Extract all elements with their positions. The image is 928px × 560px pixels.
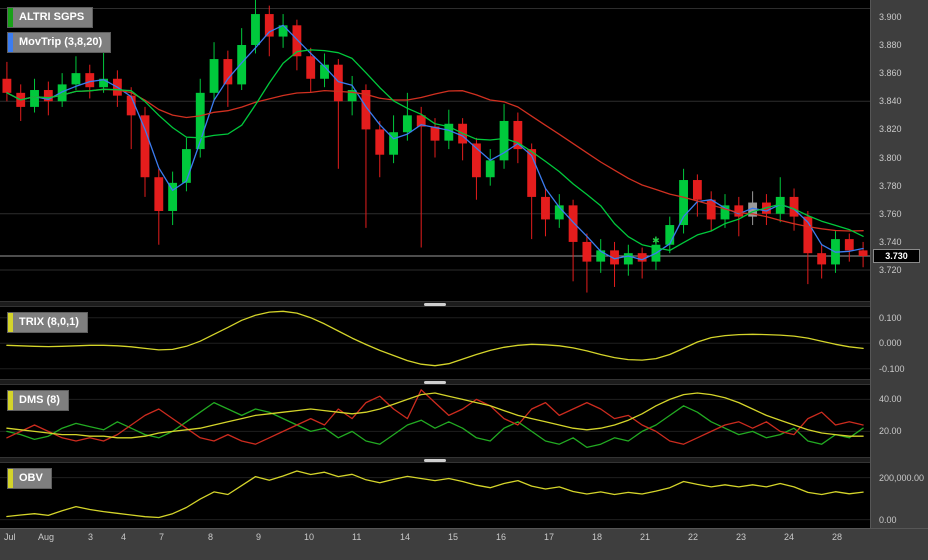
movtrip-legend-label: MovTrip (3,8,20) (19, 36, 103, 48)
time-axis[interactable]: Jul Aug 3 4 7 8 9 10 11 14 15 16 17 18 21 22 23 24 28 (0, 528, 928, 560)
time-axis-label: 28 (832, 532, 843, 542)
time-axis-label: 7 (159, 532, 165, 542)
time-axis-label: 14 (400, 532, 411, 542)
time-axis-label: 9 (256, 532, 262, 542)
axis-tick-label: 3.900 (879, 11, 902, 22)
drag-handle-icon (424, 303, 446, 306)
time-axis-label: Jul (4, 532, 16, 542)
axis-tick-label: 3.880 (879, 40, 902, 50)
obv-legend-label: OBV (19, 472, 43, 484)
axis-tick-label: 3.720 (879, 265, 902, 276)
axis-tick-label: 3.840 (879, 96, 902, 107)
time-axis-label: 24 (784, 532, 795, 542)
trix-panel[interactable]: TRIX (8,0,1) (0, 307, 870, 379)
candlestick-chart[interactable]: ✱ (0, 0, 870, 301)
time-axis-label: 15 (448, 532, 459, 542)
axis-tick-label: 3.800 (879, 152, 902, 163)
obv-panel[interactable]: OBV (0, 463, 870, 528)
time-axis-label: 18 (592, 532, 603, 542)
time-axis-label: 11 (352, 532, 362, 542)
time-axis-label: 3 (88, 532, 94, 542)
axis-tick-label: 0.00 (879, 514, 897, 525)
dms-chart[interactable] (0, 385, 870, 457)
movtrip-legend[interactable]: MovTrip (3,8,20) (8, 33, 111, 52)
movtrip-legend-color-bar (8, 33, 13, 52)
dms-legend[interactable]: DMS (8) (8, 391, 68, 410)
axis-tick-label: 0.000 (879, 338, 902, 349)
time-axis-label: Aug (38, 532, 55, 542)
symbol-legend-label: ALTRI SGPS (19, 11, 85, 23)
symbol-legend[interactable]: ALTRI SGPS (8, 8, 93, 27)
axis-tick-label: 3.760 (879, 208, 902, 219)
axis-tick-label: 3.780 (879, 180, 902, 191)
panel-resize-separator[interactable] (0, 379, 870, 385)
time-axis-label: 4 (121, 532, 127, 542)
panel-resize-separator[interactable] (0, 457, 870, 463)
axis-tick-label: 3.860 (879, 68, 902, 79)
obv-legend[interactable]: OBV (8, 469, 51, 488)
axis-tick-label: 20.00 (879, 426, 902, 437)
time-axis-label: 23 (736, 532, 747, 542)
time-axis-label: 10 (304, 532, 315, 542)
time-axis-label: 17 (544, 532, 555, 542)
dms-panel[interactable]: DMS (8) (0, 385, 870, 457)
trix-legend[interactable]: TRIX (8,0,1) (8, 313, 87, 332)
price-axis[interactable]: 3.730 3.900 3.880 3.860 3.840 3.820 3.800 3.78… (870, 0, 928, 528)
svg-text:✱: ✱ (652, 237, 660, 247)
symbol-legend-color-bar (8, 8, 13, 27)
dms-legend-label: DMS (8) (19, 394, 60, 406)
obv-chart[interactable] (0, 463, 870, 528)
last-price-tag: 3.730 (873, 248, 920, 263)
time-axis-label: 22 (688, 532, 699, 542)
drag-handle-icon (424, 381, 446, 384)
main-price-panel[interactable]: ✱ ALTRI SGPS MovTrip (3,8,20) (0, 0, 870, 301)
trix-chart[interactable] (0, 307, 870, 379)
dms-legend-color-bar (8, 391, 13, 410)
drag-handle-icon (424, 459, 446, 462)
axis-tick-label: 3.820 (879, 124, 902, 135)
time-axis-label: 16 (496, 532, 507, 542)
time-axis-label: 8 (208, 532, 214, 542)
axis-tick-label: 40.00 (879, 394, 902, 405)
chart-panels-column: ✱ ALTRI SGPS MovTrip (3,8,20) TRIX (8,0,… (0, 0, 870, 528)
last-price-value: 3.730 (885, 250, 908, 261)
time-axis-label: 21 (640, 532, 651, 542)
trix-legend-color-bar (8, 313, 13, 332)
panel-resize-separator[interactable] (0, 301, 870, 307)
obv-legend-color-bar (8, 469, 13, 488)
axis-tick-label: -0.100 (879, 363, 905, 374)
axis-tick-label: 0.100 (879, 312, 902, 323)
axis-tick-label: 200,000.00 (879, 472, 925, 483)
axis-tick-label: 3.740 (879, 236, 902, 247)
trix-legend-label: TRIX (8,0,1) (19, 316, 79, 328)
